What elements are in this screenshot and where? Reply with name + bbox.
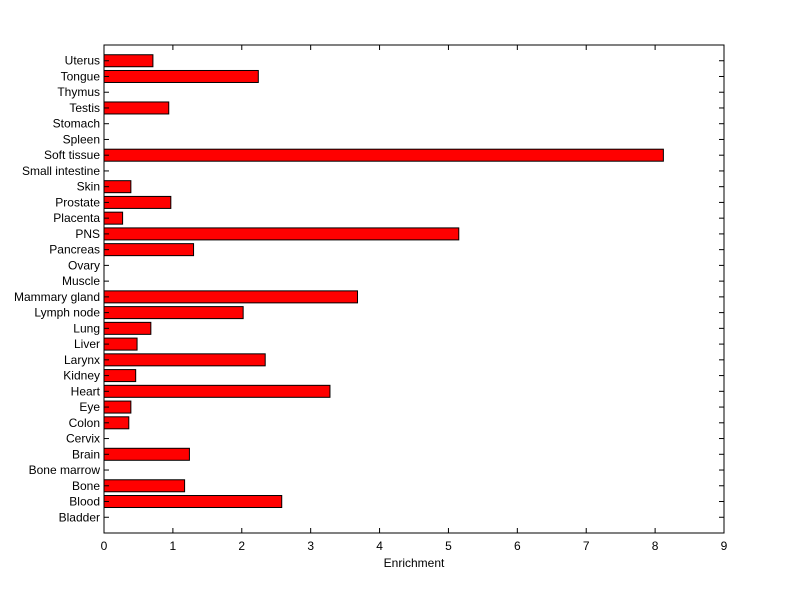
- y-tick-label: Ovary: [68, 258, 100, 272]
- y-tick-label: Bladder: [59, 510, 100, 524]
- y-tick-label: Stomach: [53, 117, 100, 131]
- y-tick-label: Colon: [69, 416, 100, 430]
- bar-bone: [103, 479, 186, 493]
- y-tick-label: Cervix: [66, 432, 100, 446]
- x-tick-label: 9: [721, 539, 728, 553]
- bar-soft-tissue: [103, 148, 664, 162]
- bar-larynx: [103, 353, 266, 367]
- y-tick-label: Blood: [69, 495, 100, 509]
- y-tick-label: Thymus: [57, 85, 100, 99]
- bar-lymph-node: [103, 306, 244, 320]
- bar-tongue: [103, 69, 259, 83]
- x-tick-label: 5: [445, 539, 452, 553]
- bar-prostate: [103, 195, 172, 209]
- bar-lung: [103, 321, 152, 335]
- x-tick-label: 0: [101, 539, 108, 553]
- y-tick-label: Lymph node: [34, 306, 100, 320]
- y-tick-label: Brain: [72, 447, 100, 461]
- bar-testis: [103, 101, 170, 115]
- bar-pancreas: [103, 243, 195, 257]
- bar-blood: [103, 495, 283, 509]
- x-tick-label: 4: [376, 539, 383, 553]
- x-tick-label: 3: [307, 539, 314, 553]
- y-tick-label: Liver: [74, 337, 100, 351]
- y-tick-label: Small intestine: [22, 164, 100, 178]
- y-tick-label: Placenta: [53, 211, 100, 225]
- y-tick-label: Tongue: [61, 69, 101, 83]
- y-tick-label: Larynx: [64, 353, 100, 367]
- x-tick-label: 8: [652, 539, 659, 553]
- y-tick-label: Prostate: [55, 195, 100, 209]
- x-axis: 0 1 2 3 4 5 6 7 8 9: [101, 45, 728, 553]
- y-tick-label: Bone: [72, 479, 100, 493]
- y-tick-label: Kidney: [63, 369, 100, 383]
- y-tick-label: PNS: [75, 227, 100, 241]
- y-tick-label: Pancreas: [49, 243, 100, 257]
- y-tick-label: Soft tissue: [44, 148, 100, 162]
- bar-brain: [103, 447, 190, 461]
- y-tick-label: Heart: [71, 384, 101, 398]
- bar-heart: [103, 384, 331, 398]
- y-tick-label: Testis: [69, 101, 100, 115]
- x-tick-label: 2: [238, 539, 245, 553]
- x-tick-label: 1: [170, 539, 177, 553]
- x-tick-label: 7: [583, 539, 590, 553]
- y-tick-label: Bone marrow: [29, 463, 101, 477]
- y-tick-label: Spleen: [63, 132, 100, 146]
- x-axis-title: Enrichment: [384, 556, 445, 570]
- bar-mammary-gland: [103, 290, 359, 304]
- bar-uterus: [103, 54, 154, 68]
- y-tick-label: Lung: [73, 321, 100, 335]
- y-tick-label: Uterus: [65, 54, 100, 68]
- y-tick-label: Mammary gland: [14, 290, 100, 304]
- x-tick-label: 6: [514, 539, 521, 553]
- y-tick-label: Skin: [77, 180, 100, 194]
- y-tick-label: Eye: [79, 400, 100, 414]
- plot-frame: [103, 44, 725, 534]
- y-tick-label: Muscle: [62, 274, 100, 288]
- bar-pns: [103, 227, 460, 241]
